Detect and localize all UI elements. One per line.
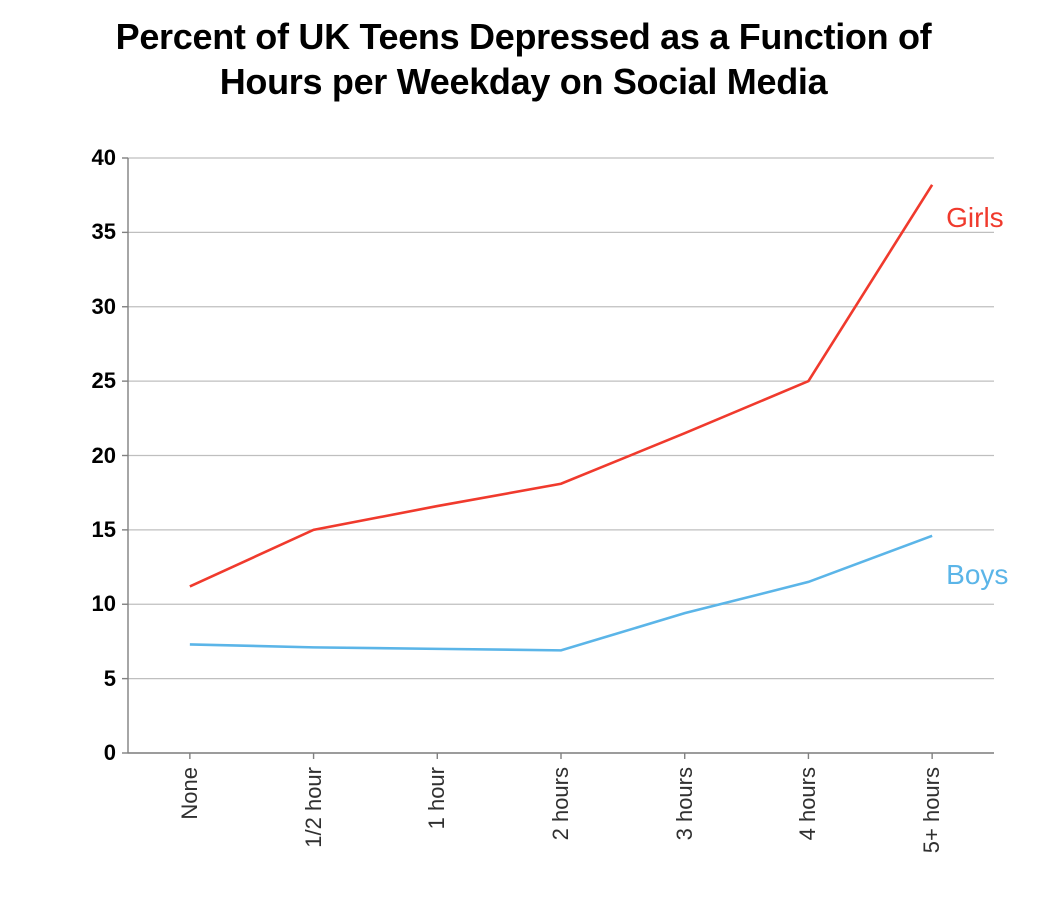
- y-tick-label: 5: [0, 666, 116, 692]
- title-line-2: Hours per Weekday on Social Media: [220, 61, 828, 102]
- plot-area: [128, 158, 994, 753]
- chart-page: Percent of UK Teens Depressed as a Funct…: [0, 0, 1047, 897]
- y-tick-label: 10: [0, 591, 116, 617]
- y-tick-label: 0: [0, 740, 116, 766]
- y-tick-label: 30: [0, 294, 116, 320]
- y-tick-label: 20: [0, 443, 116, 469]
- x-tick-label: 1 hour: [424, 767, 450, 829]
- line-chart: 0510152025303540None1/2 hour1 hour2 hour…: [128, 158, 994, 753]
- y-tick-label: 35: [0, 219, 116, 245]
- series-label-boys: Boys: [946, 559, 1008, 591]
- x-tick-label: 5+ hours: [919, 767, 945, 853]
- title-line-1: Percent of UK Teens Depressed as a Funct…: [116, 16, 932, 57]
- series-line-girls: [190, 185, 932, 587]
- series-label-girls: Girls: [946, 202, 1004, 234]
- y-tick-label: 15: [0, 517, 116, 543]
- series-line-boys: [190, 536, 932, 651]
- x-tick-label: 3 hours: [672, 767, 698, 840]
- chart-title: Percent of UK Teens Depressed as a Funct…: [0, 14, 1047, 104]
- y-tick-label: 25: [0, 368, 116, 394]
- x-tick-label: 2 hours: [548, 767, 574, 840]
- x-tick-label: None: [177, 767, 203, 820]
- y-tick-label: 40: [0, 145, 116, 171]
- x-tick-label: 1/2 hour: [301, 767, 327, 848]
- x-tick-label: 4 hours: [795, 767, 821, 840]
